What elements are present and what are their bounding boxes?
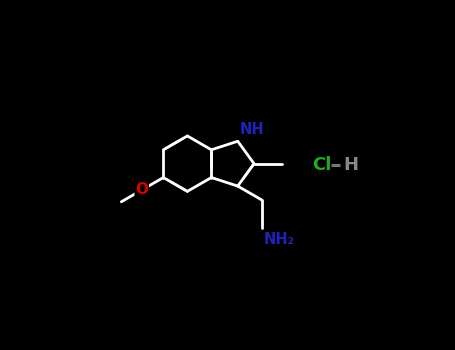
Text: NH₂: NH₂	[264, 232, 295, 247]
Text: O: O	[135, 182, 148, 197]
Text: Cl: Cl	[312, 156, 332, 174]
Text: NH: NH	[240, 122, 265, 138]
Text: H: H	[343, 156, 358, 174]
